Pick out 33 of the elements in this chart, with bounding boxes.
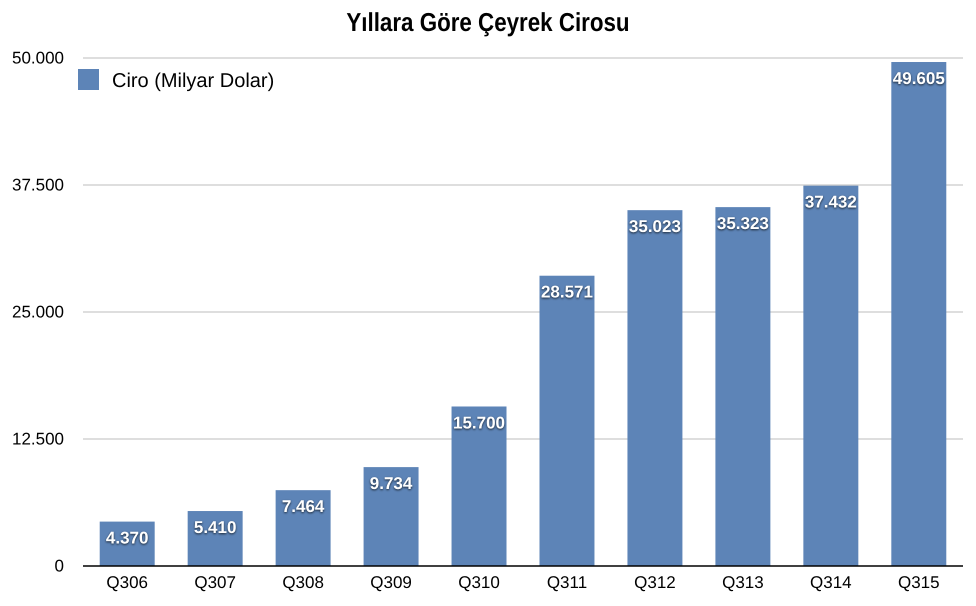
data-label: 37.432 xyxy=(804,192,857,212)
data-label: 28.571 xyxy=(540,282,593,302)
bar xyxy=(539,276,594,566)
x-tick-label: Q313 xyxy=(722,573,764,592)
x-tick-label: Q307 xyxy=(194,573,236,592)
data-label: 9.734 xyxy=(370,474,413,494)
x-tick-label: Q309 xyxy=(370,573,412,592)
x-tick-label: Q315 xyxy=(898,573,940,592)
bar xyxy=(452,406,507,566)
x-tick-label: Q312 xyxy=(634,573,676,592)
y-tick-label: 25.000 xyxy=(12,302,64,322)
data-label: 7.464 xyxy=(282,497,325,516)
data-label: 35.023 xyxy=(628,217,681,236)
bar xyxy=(891,62,946,566)
data-label: 15.700 xyxy=(453,413,506,432)
data-label: 49.605 xyxy=(892,69,945,88)
y-tick-label: 37.500 xyxy=(12,175,64,194)
data-label: 35.323 xyxy=(716,214,769,234)
y-tick-label: 50.000 xyxy=(12,48,64,68)
data-label: 4.370 xyxy=(106,528,148,548)
chart-title: Yıllara Göre Çeyrek Cirosu xyxy=(346,8,630,38)
bar xyxy=(715,207,770,566)
bar xyxy=(803,186,858,566)
bar xyxy=(627,210,682,566)
legend-label: Ciro (Milyar Dolar) xyxy=(112,70,274,92)
x-tick-label: Q308 xyxy=(282,573,324,592)
y-tick-label: 0 xyxy=(54,556,64,576)
x-tick-label: Q306 xyxy=(106,573,148,592)
x-tick-label: Q311 xyxy=(546,573,588,592)
data-label: 5.410 xyxy=(194,518,236,538)
x-tick-label: Q310 xyxy=(458,573,500,592)
x-tick-label: Q314 xyxy=(810,573,852,592)
y-tick-label: 12.500 xyxy=(12,429,64,448)
